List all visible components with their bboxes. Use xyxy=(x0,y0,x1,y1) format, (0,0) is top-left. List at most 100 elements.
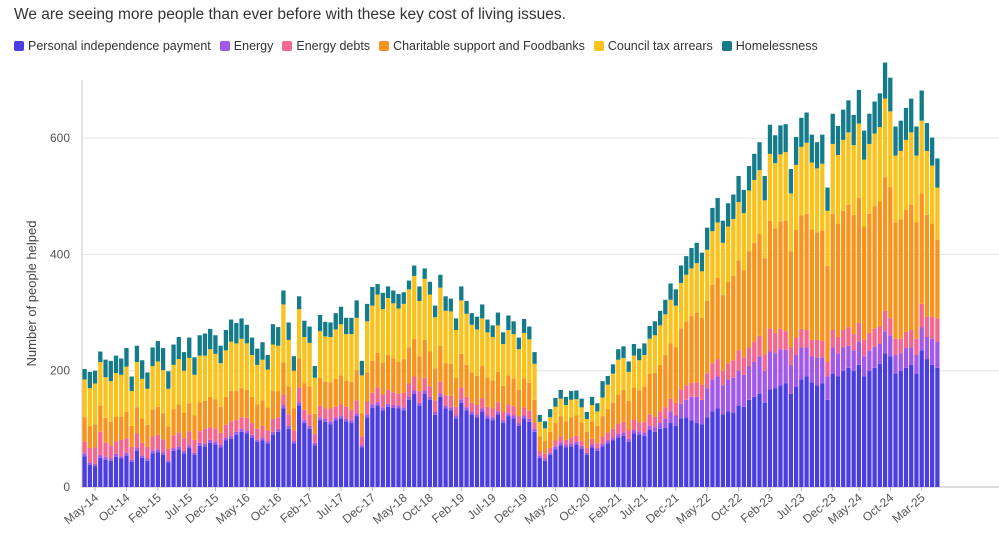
bar-segment[interactable] xyxy=(323,421,328,487)
bar-segment[interactable] xyxy=(171,448,176,451)
bar-segment[interactable] xyxy=(129,462,134,487)
bar-segment[interactable] xyxy=(218,345,223,364)
bar-segment[interactable] xyxy=(647,430,652,487)
bar-segment[interactable] xyxy=(443,310,448,364)
bar-segment[interactable] xyxy=(725,203,731,227)
bar-segment[interactable] xyxy=(930,137,935,166)
bar-segment[interactable] xyxy=(537,421,542,437)
bar-segment[interactable] xyxy=(762,258,767,355)
bar-segment[interactable] xyxy=(731,377,736,413)
bar-segment[interactable] xyxy=(882,310,888,332)
bar-segment[interactable] xyxy=(720,385,726,415)
bar-segment[interactable] xyxy=(134,361,140,408)
bar-segment[interactable] xyxy=(673,415,678,426)
bar-segment[interactable] xyxy=(197,442,202,446)
bar-segment[interactable] xyxy=(814,385,820,487)
bar-segment[interactable] xyxy=(469,414,474,487)
bar-segment[interactable] xyxy=(893,338,898,356)
bar-segment[interactable] xyxy=(134,433,140,449)
bar-segment[interactable] xyxy=(909,205,914,331)
bar-segment[interactable] xyxy=(699,424,705,487)
bar-segment[interactable] xyxy=(532,363,537,400)
bar-segment[interactable] xyxy=(621,421,626,433)
bar-segment[interactable] xyxy=(265,369,270,408)
bar-segment[interactable] xyxy=(830,213,835,331)
bar-segment[interactable] xyxy=(286,414,291,426)
bar-segment[interactable] xyxy=(223,437,229,441)
bar-segment[interactable] xyxy=(286,428,291,487)
bar-segment[interactable] xyxy=(804,112,809,143)
bar-segment[interactable] xyxy=(516,337,521,350)
bar-segment[interactable] xyxy=(867,143,872,214)
bar-segment[interactable] xyxy=(684,385,689,400)
bar-segment[interactable] xyxy=(558,389,563,399)
bar-segment[interactable] xyxy=(391,392,396,406)
bar-segment[interactable] xyxy=(495,411,501,415)
bar-segment[interactable] xyxy=(757,234,762,336)
bar-segment[interactable] xyxy=(804,330,809,348)
bar-segment[interactable] xyxy=(521,318,527,333)
bar-segment[interactable] xyxy=(391,405,396,408)
bar-segment[interactable] xyxy=(705,300,710,374)
bar-segment[interactable] xyxy=(427,386,433,397)
bar-segment[interactable] xyxy=(244,324,249,344)
bar-segment[interactable] xyxy=(249,396,255,424)
bar-segment[interactable] xyxy=(673,402,678,416)
legend-item[interactable]: Energy xyxy=(219,39,273,53)
bar-segment[interactable] xyxy=(469,324,474,373)
bar-segment[interactable] xyxy=(773,163,778,229)
bar-segment[interactable] xyxy=(82,456,87,487)
bar-segment[interactable] xyxy=(312,434,317,443)
bar-segment[interactable] xyxy=(197,402,202,432)
bar-segment[interactable] xyxy=(584,452,589,456)
bar-segment[interactable] xyxy=(354,416,359,487)
bar-segment[interactable] xyxy=(506,375,511,405)
bar-segment[interactable] xyxy=(276,431,281,487)
bar-segment[interactable] xyxy=(480,304,485,319)
bar-segment[interactable] xyxy=(731,360,736,378)
bar-segment[interactable] xyxy=(176,449,181,487)
bar-segment[interactable] xyxy=(401,359,406,393)
bar-segment[interactable] xyxy=(820,383,825,487)
bar-segment[interactable] xyxy=(249,355,255,397)
bar-segment[interactable] xyxy=(281,394,286,406)
bar-segment[interactable] xyxy=(317,331,323,378)
bar-segment[interactable] xyxy=(694,423,699,487)
bar-segment[interactable] xyxy=(746,399,752,487)
bar-segment[interactable] xyxy=(820,163,825,231)
bar-segment[interactable] xyxy=(281,290,286,305)
bar-segment[interactable] xyxy=(773,353,778,389)
bar-segment[interactable] xyxy=(464,410,469,487)
bar-segment[interactable] xyxy=(888,186,893,318)
bar-segment[interactable] xyxy=(364,414,370,418)
bar-segment[interactable] xyxy=(385,403,391,407)
bar-segment[interactable] xyxy=(862,339,867,357)
bar-segment[interactable] xyxy=(124,348,129,367)
bar-segment[interactable] xyxy=(610,364,616,374)
bar-segment[interactable] xyxy=(412,338,417,377)
bar-segment[interactable] xyxy=(605,432,610,441)
bar-segment[interactable] xyxy=(244,433,249,487)
bar-segment[interactable] xyxy=(202,355,208,401)
bar-segment[interactable] xyxy=(689,396,694,421)
bar-segment[interactable] xyxy=(579,407,584,423)
bar-segment[interactable] xyxy=(862,159,867,227)
bar-segment[interactable] xyxy=(375,284,380,295)
bar-segment[interactable] xyxy=(767,220,773,329)
bar-segment[interactable] xyxy=(809,339,814,357)
bar-segment[interactable] xyxy=(757,356,762,394)
bar-segment[interactable] xyxy=(171,450,176,487)
bar-segment[interactable] xyxy=(511,378,516,407)
bar-segment[interactable] xyxy=(474,329,480,376)
bar-segment[interactable] xyxy=(841,370,846,487)
bar-segment[interactable] xyxy=(328,382,333,409)
bar-segment[interactable] xyxy=(584,418,589,432)
bar-segment[interactable] xyxy=(480,366,485,399)
bar-segment[interactable] xyxy=(835,353,841,377)
bar-segment[interactable] xyxy=(145,372,150,389)
bar-segment[interactable] xyxy=(715,277,720,360)
bar-segment[interactable] xyxy=(181,370,187,413)
bar-segment[interactable] xyxy=(296,358,302,388)
bar-segment[interactable] xyxy=(422,377,427,391)
bar-segment[interactable] xyxy=(192,452,197,456)
